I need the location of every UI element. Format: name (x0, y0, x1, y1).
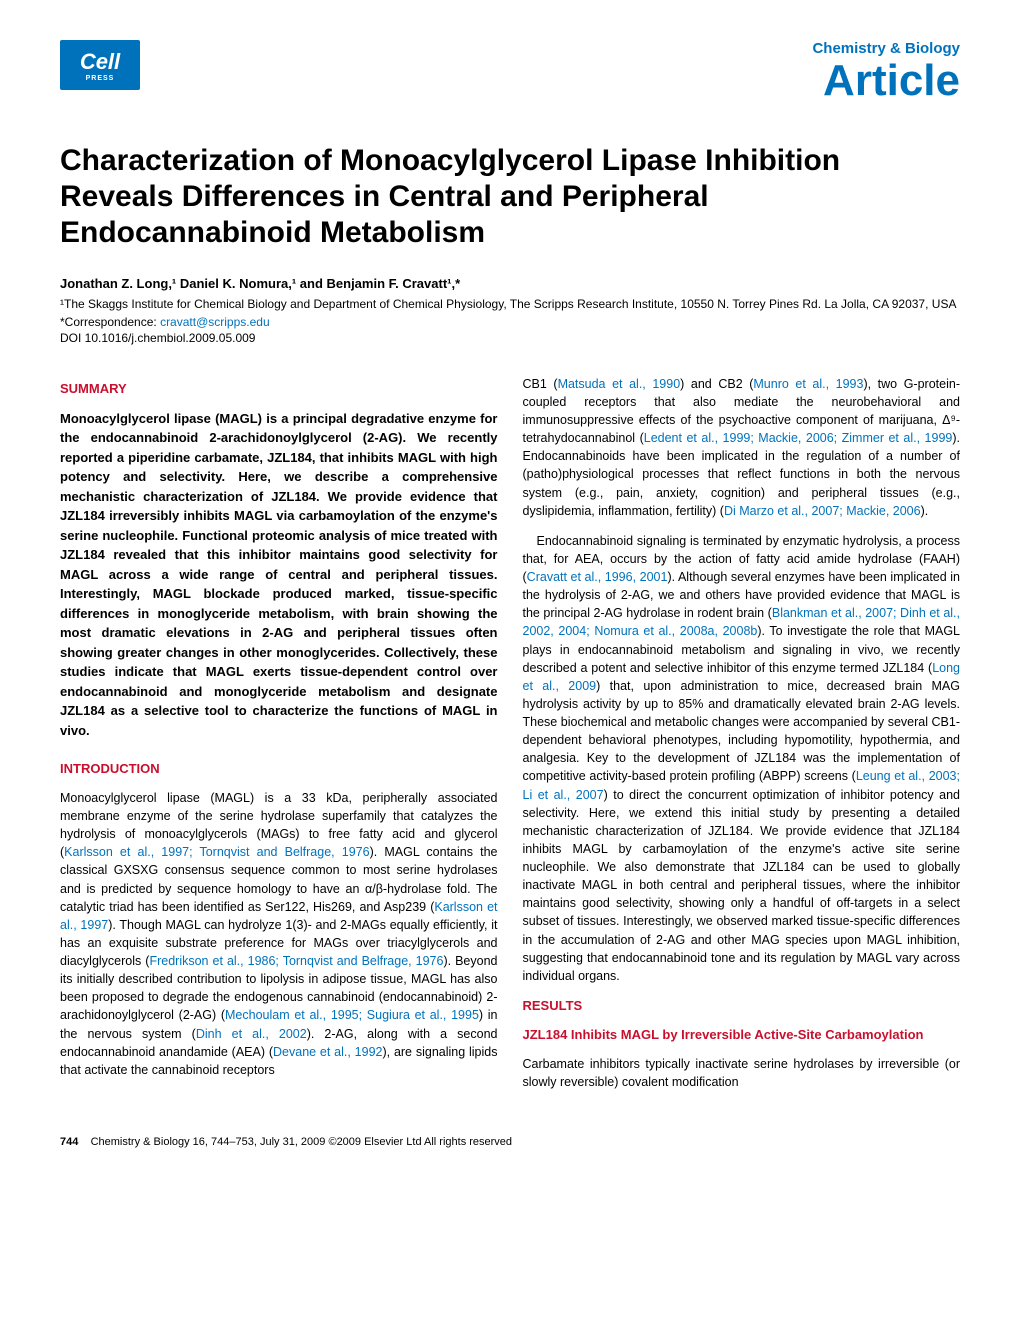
citation-link[interactable]: Devane et al., 1992 (273, 1045, 382, 1059)
citation-link[interactable]: Mechoulam et al., 1995; Sugiura et al., … (225, 1008, 479, 1022)
correspondence-email-link[interactable]: cravatt@scripps.edu (160, 315, 270, 329)
summary-heading: SUMMARY (60, 380, 498, 399)
left-column: SUMMARY Monoacylglycerol lipase (MAGL) i… (60, 375, 498, 1103)
authors-line: Jonathan Z. Long,¹ Daniel K. Nomura,¹ an… (60, 276, 960, 291)
right-paragraph-2: Endocannabinoid signaling is terminated … (523, 532, 961, 985)
doi-line: DOI 10.1016/j.chembiol.2009.05.009 (60, 331, 960, 345)
journal-block: Chemistry & Biology Article (812, 40, 960, 103)
page-container: Cell PRESS Chemistry & Biology Article C… (0, 0, 1020, 1178)
citation-link[interactable]: Fredrikson et al., 1986; Tornqvist and B… (149, 954, 443, 968)
article-type-label: Article (812, 59, 960, 103)
citation-link[interactable]: Matsuda et al., 1990 (558, 377, 681, 391)
right-column: CB1 (Matsuda et al., 1990) and CB2 (Munr… (523, 375, 961, 1103)
right-text-1b: ) and CB2 ( (680, 377, 753, 391)
journal-name: Chemistry & Biology (812, 40, 960, 57)
right-text-2e: ) to direct the concurrent optimization … (523, 788, 961, 983)
article-title: Characterization of Monoacylglycerol Lip… (60, 143, 960, 251)
footer-citation: Chemistry & Biology 16, 744–753, July 31… (91, 1136, 512, 1148)
citation-link[interactable]: Di Marzo et al., 2007; Mackie, 2006 (724, 504, 921, 518)
right-paragraph-1: CB1 (Matsuda et al., 1990) and CB2 (Munr… (523, 375, 961, 520)
citation-link[interactable]: Karlsson et al., 1997; Tornqvist and Bel… (64, 845, 369, 859)
two-column-layout: SUMMARY Monoacylglycerol lipase (MAGL) i… (60, 375, 960, 1103)
results-subheading: JZL184 Inhibits MAGL by Irreversible Act… (523, 1026, 961, 1045)
summary-body: Monoacylglycerol lipase (MAGL) is a prin… (60, 409, 498, 741)
results-heading: RESULTS (523, 997, 961, 1016)
logo-main-text: Cell (80, 49, 120, 75)
citation-link[interactable]: Dinh et al., 2002 (196, 1027, 307, 1041)
right-text-1a: CB1 ( (523, 377, 558, 391)
header-bar: Cell PRESS Chemistry & Biology Article (60, 40, 960, 103)
results-paragraph-1: Carbamate inhibitors typically inactivat… (523, 1055, 961, 1091)
page-number: 744 (60, 1136, 78, 1148)
correspondence-label: *Correspondence: (60, 315, 160, 329)
correspondence-line: *Correspondence: cravatt@scripps.edu (60, 315, 960, 329)
page-footer: 744 Chemistry & Biology 16, 744–753, Jul… (60, 1128, 960, 1148)
right-text-2d: ) that, upon administration to mice, dec… (523, 679, 961, 784)
citation-link[interactable]: Ledent et al., 1999; Mackie, 2006; Zimme… (644, 431, 953, 445)
intro-paragraph-1: Monoacylglycerol lipase (MAGL) is a 33 k… (60, 789, 498, 1079)
citation-link[interactable]: Cravatt et al., 1996, 2001 (527, 570, 668, 584)
citation-link[interactable]: Munro et al., 1993 (753, 377, 863, 391)
introduction-heading: INTRODUCTION (60, 760, 498, 779)
affiliation-line: ¹The Skaggs Institute for Chemical Biolo… (60, 296, 960, 313)
publisher-logo: Cell PRESS (60, 40, 140, 90)
logo-sub-text: PRESS (86, 75, 115, 82)
right-text-1e: ). (921, 504, 929, 518)
